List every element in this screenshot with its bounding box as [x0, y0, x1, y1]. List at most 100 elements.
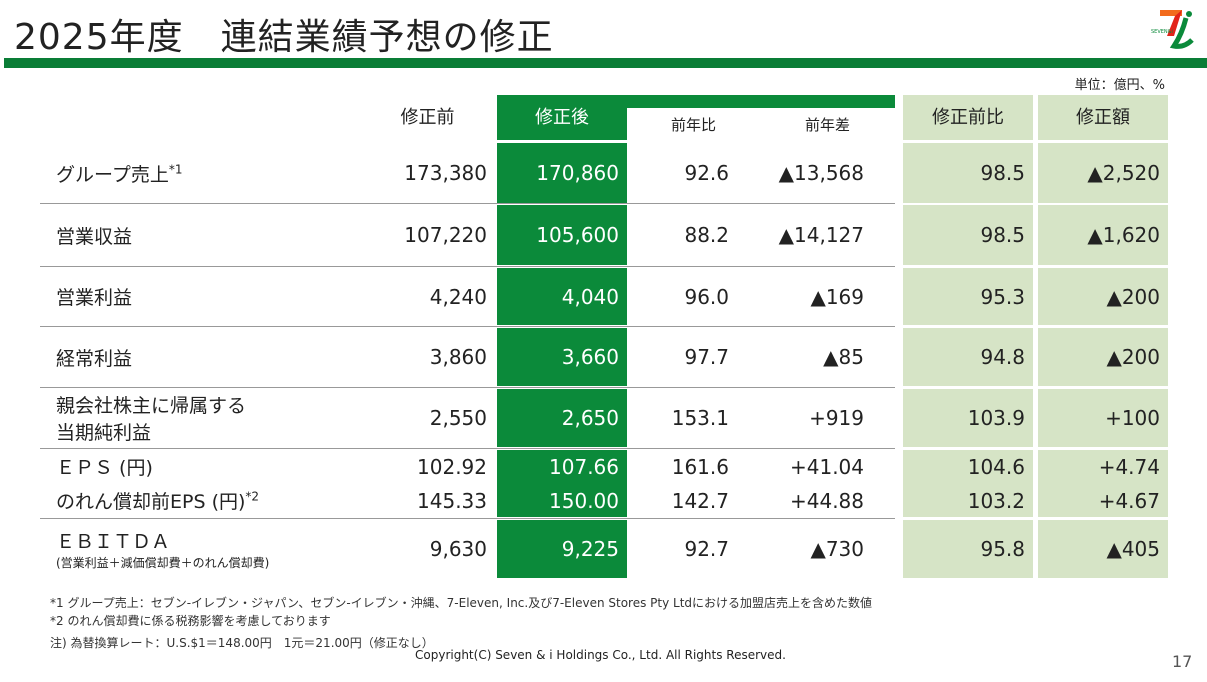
header-divider: [4, 58, 1207, 68]
cell-vs-before: 94.8: [980, 345, 1025, 369]
header-revision: 修正額: [1038, 95, 1168, 140]
cell-after: 2,650: [561, 406, 619, 430]
cell-yoy-diff: ▲14,127: [778, 223, 864, 247]
cell-yoy-diff: ▲85: [823, 345, 864, 369]
row-divider: [40, 448, 895, 449]
cell-before: 2,550: [429, 406, 487, 430]
cell-after: 170,860: [536, 161, 619, 185]
cell-background: [903, 520, 1033, 578]
cell-before: 107,220: [404, 223, 487, 247]
cell-background: [497, 520, 627, 578]
cell-background: [497, 450, 627, 517]
row-label: 営業利益: [56, 287, 133, 309]
row-label: 親会社株主に帰属する 当期純利益: [56, 395, 247, 444]
page-title: 2025年度 連結業績予想の修正: [14, 17, 554, 58]
cell-revision: +4.74: [1098, 454, 1160, 479]
cell-yoy-ratio: 96.0: [684, 284, 729, 309]
footnote-fx: 注) 為替換算レート：U.S.$1＝148.00円 1元＝21.00円（修正なし…: [50, 636, 434, 650]
cell-background: [1038, 389, 1168, 447]
cell-yoy-ratio: 97.7: [684, 345, 729, 369]
row-label: ＥＢＩＴＤＡ (営業利益＋減価償却費＋のれん償却費): [56, 531, 270, 570]
header-after: 修正後: [497, 95, 627, 140]
header-after-band: [627, 95, 895, 108]
cell-yoy-ratio: 88.2: [684, 223, 729, 247]
seven-and-i-logo: SEVEN&i: [1150, 6, 1198, 52]
unit-note: 単位：億円、%: [1074, 78, 1165, 93]
row-label: グループ売上*1: [56, 162, 183, 186]
cell-background: [1038, 268, 1168, 325]
row-divider: [40, 266, 895, 267]
row-divider: [40, 203, 895, 204]
cell-background: [497, 328, 627, 386]
cell-vs-before: 95.8: [980, 537, 1025, 561]
cell-before: 102.92: [417, 454, 487, 479]
row-label: ＥＰＳ (円): [56, 457, 153, 479]
cell-background: [903, 450, 1033, 517]
cell-background: [1038, 520, 1168, 578]
cell-yoy-diff: ▲169: [810, 284, 864, 309]
cell-before: 9,630: [429, 537, 487, 561]
cell-vs-before: 98.5: [980, 223, 1025, 247]
cell-revision: +4.67: [1098, 488, 1160, 513]
copyright: Copyright(C) Seven & i Holdings Co., Ltd…: [415, 648, 786, 662]
footnote-1: *1 グループ売上：セブン‐イレブン・ジャパン、セブン‐イレブン・沖縄、7-El…: [50, 596, 873, 610]
row-label: 営業収益: [56, 225, 133, 248]
cell-before: 173,380: [404, 161, 487, 185]
row-divider: [40, 518, 895, 519]
row-divider: [40, 387, 895, 388]
cell-yoy-diff: +919: [809, 406, 864, 430]
cell-background: [903, 205, 1033, 265]
cell-yoy-ratio: 161.6: [671, 454, 729, 479]
cell-vs-before: 104.6: [967, 454, 1025, 479]
cell-background: [497, 268, 627, 325]
cell-before: 3,860: [429, 345, 487, 369]
row-divider: [40, 326, 895, 327]
row-label: のれん償却前EPS (円)*2: [56, 489, 260, 513]
cell-background: [1038, 143, 1168, 203]
cell-yoy-ratio: 153.1: [671, 406, 729, 430]
cell-background: [1038, 450, 1168, 517]
cell-background: [903, 143, 1033, 203]
page-number: 17: [1172, 652, 1193, 671]
cell-vs-before: 103.2: [967, 488, 1025, 513]
row-label: 経常利益: [56, 347, 133, 370]
cell-before: 4,240: [429, 284, 487, 309]
cell-yoy-diff: +41.04: [789, 454, 864, 479]
cell-before: 145.33: [417, 488, 487, 513]
cell-revision: ▲405: [1106, 537, 1160, 561]
header-yoy-ratio: 前年比: [670, 116, 716, 134]
cell-revision: ▲200: [1106, 345, 1160, 369]
cell-after: 107.66: [549, 454, 619, 479]
cell-after: 4,040: [561, 284, 619, 309]
cell-yoy-diff: ▲13,568: [778, 161, 864, 185]
cell-vs-before: 98.5: [980, 161, 1025, 185]
cell-yoy-ratio: 92.6: [684, 161, 729, 185]
cell-yoy-diff: ▲730: [810, 537, 864, 561]
cell-vs-before: 103.9: [967, 406, 1025, 430]
cell-background: [1038, 205, 1168, 265]
cell-yoy-diff: +44.88: [789, 488, 864, 513]
cell-yoy-ratio: 142.7: [671, 488, 729, 513]
cell-after: 3,660: [561, 345, 619, 369]
header-vs-before: 修正前比: [903, 95, 1033, 140]
svg-text:SEVEN&i: SEVEN&i: [1151, 29, 1173, 35]
cell-revision: ▲1,620: [1087, 223, 1160, 247]
cell-revision: ▲200: [1106, 284, 1160, 309]
cell-background: [497, 389, 627, 447]
cell-background: [497, 143, 627, 203]
cell-background: [903, 268, 1033, 325]
cell-background: [903, 389, 1033, 447]
header-before: 修正前: [400, 107, 455, 128]
cell-revision: +100: [1105, 406, 1160, 430]
cell-yoy-ratio: 92.7: [684, 537, 729, 561]
cell-after: 150.00: [549, 488, 619, 513]
cell-after: 9,225: [561, 537, 619, 561]
cell-background: [903, 328, 1033, 386]
header-yoy-diff: 前年差: [804, 116, 850, 134]
cell-revision: ▲2,520: [1087, 161, 1160, 185]
cell-after: 105,600: [536, 223, 619, 247]
cell-vs-before: 95.3: [980, 284, 1025, 309]
cell-background: [1038, 328, 1168, 386]
cell-background: [497, 205, 627, 265]
footnote-2: *2 のれん償却費に係る税務影響を考慮しております: [50, 614, 331, 628]
